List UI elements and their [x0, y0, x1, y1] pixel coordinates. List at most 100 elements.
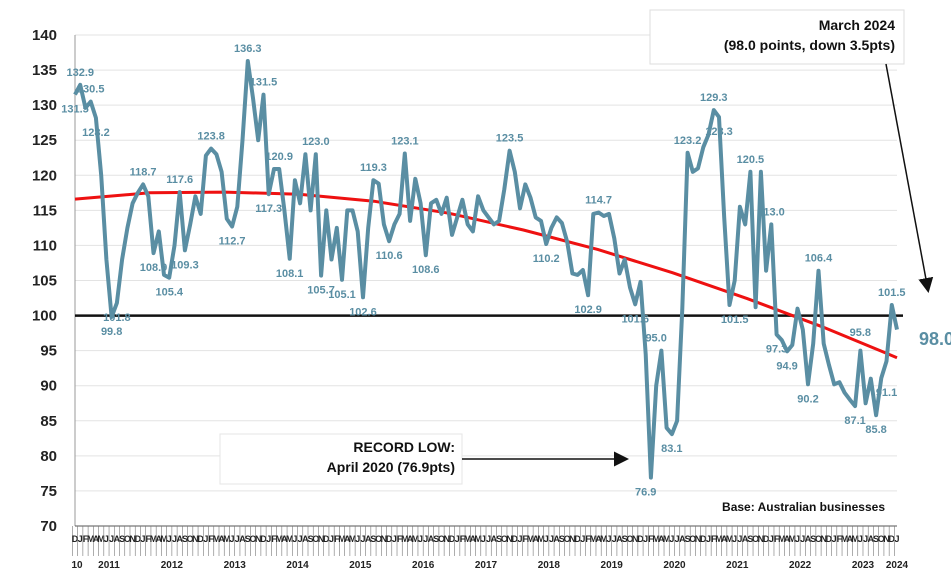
x-month-label: M	[778, 534, 786, 544]
x-month-label: S	[873, 534, 879, 544]
x-month-label: A	[428, 534, 435, 544]
x-month-label: J	[455, 534, 460, 544]
x-month-label: M	[851, 534, 859, 544]
x-month-label: S	[433, 534, 439, 544]
data-label: 123.5	[496, 133, 524, 145]
x-month-label: N	[695, 534, 702, 544]
x-month-label: O	[564, 534, 571, 544]
x-month-label: J	[612, 534, 617, 544]
x-month-label: O	[626, 534, 633, 544]
x-month-label: F	[271, 534, 277, 544]
x-month-label: J	[675, 534, 680, 544]
trend-curve	[74, 190, 898, 360]
x-month-label: F	[711, 534, 717, 544]
x-month-label: O	[689, 534, 696, 544]
x-month-label: J	[706, 534, 711, 544]
data-label: 101.6	[621, 313, 649, 325]
x-month-label: D	[700, 534, 707, 544]
x-month-label: M	[213, 534, 221, 544]
x-month-label: F	[837, 534, 843, 544]
x-month-label: J	[832, 534, 837, 544]
y-tick-label: 115	[33, 202, 57, 219]
x-year-label: 2023	[852, 560, 875, 571]
x-year-label: 2016	[412, 560, 435, 571]
x-month-label: M	[275, 534, 283, 544]
x-month-label: A	[616, 534, 623, 544]
x-month-label: M	[401, 534, 409, 544]
x-month-label: F	[83, 534, 89, 544]
x-month-label: O	[438, 534, 445, 544]
x-year-label: 2019	[601, 560, 624, 571]
x-month-label: M	[537, 534, 545, 544]
x-month-label: O	[250, 534, 257, 544]
x-month-label: N	[758, 534, 765, 544]
data-label: 101.8	[103, 312, 131, 324]
data-label: 76.9	[635, 487, 656, 499]
data-label: 102.9	[574, 304, 602, 316]
x-month-label: M	[349, 534, 357, 544]
x-year-label: 2013	[224, 560, 247, 571]
data-label: 102.6	[349, 306, 377, 318]
x-year-label: 2011	[98, 560, 120, 571]
x-month-label: A	[721, 534, 728, 544]
x-month-label: M	[527, 534, 535, 544]
x-month-label: M	[726, 534, 734, 544]
x-month-label: S	[119, 534, 125, 544]
x-month-label: A	[784, 534, 791, 544]
x-month-label: A	[847, 534, 854, 544]
data-label: 87.1	[844, 415, 865, 427]
x-month-label: A	[595, 534, 602, 544]
data-label: 123.0	[302, 136, 330, 148]
data-label: 99.8	[101, 326, 122, 338]
x-month-label: D	[574, 534, 581, 544]
x-month-label: A	[365, 534, 372, 544]
x-month-label: N	[129, 534, 136, 544]
latest-value-arrow	[885, 63, 934, 293]
x-month-label: N	[883, 534, 890, 544]
x-month-label: O	[187, 534, 194, 544]
x-month-label: D	[135, 534, 142, 544]
x-month-label: S	[496, 534, 502, 544]
x-month-label: N	[318, 534, 325, 544]
x-month-label: M	[412, 534, 420, 544]
data-label: 108.1	[276, 268, 304, 280]
data-label: 132.9	[66, 67, 94, 79]
latest-annotation-box	[649, 9, 905, 65]
x-month-label: J	[481, 534, 486, 544]
x-month-label: O	[878, 534, 885, 544]
last-value-label: 98.0	[919, 329, 951, 349]
x-month-label: J	[795, 534, 800, 544]
data-label: 129.3	[700, 92, 728, 104]
x-month-label: J	[800, 534, 805, 544]
data-label: 128.3	[705, 126, 733, 138]
x-month-label: S	[810, 534, 816, 544]
data-label: 94.9	[776, 360, 797, 372]
x-year-label: 2022	[789, 560, 812, 571]
x-month-label: N	[443, 534, 450, 544]
x-year-label: 2014	[286, 560, 309, 571]
x-month-label: D	[449, 534, 456, 544]
x-month-label: J	[518, 534, 523, 544]
data-label: 108.9	[140, 262, 168, 274]
x-month-label: J	[109, 534, 114, 544]
data-label: 120.9	[265, 151, 293, 163]
x-month-label: M	[715, 534, 723, 544]
x-month-label: A	[344, 534, 351, 544]
data-label: 109.3	[171, 259, 199, 271]
x-month-label: S	[685, 534, 691, 544]
x-year-label: 2012	[161, 560, 184, 571]
x-month-label: M	[789, 534, 797, 544]
x-month-label: A	[156, 534, 163, 544]
x-month-label: S	[747, 534, 753, 544]
data-label: 112.7	[219, 235, 246, 247]
x-month-label: A	[470, 534, 477, 544]
x-month-label: F	[648, 534, 654, 544]
x-month-label: A	[281, 534, 288, 544]
x-year-label: 2018	[538, 560, 561, 571]
x-year-label: 2017	[475, 560, 498, 571]
y-tick-label: 135	[32, 62, 57, 79]
data-label: 120.5	[737, 154, 765, 166]
x-month-label: J	[858, 534, 863, 544]
